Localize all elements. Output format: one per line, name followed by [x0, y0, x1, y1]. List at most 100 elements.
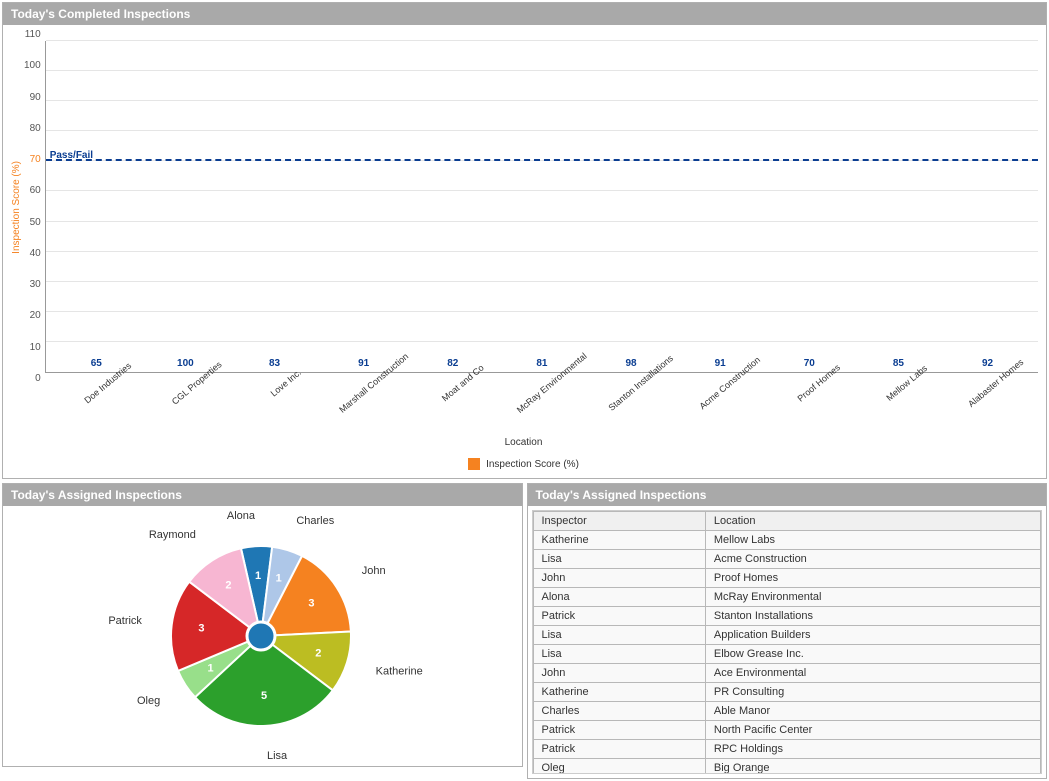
pie-slice-value: 1 [255, 570, 261, 582]
pie-slice-label: John [362, 565, 386, 577]
pie-slice-value: 1 [276, 573, 282, 585]
bar-series: 65 100 83 91 82 81 98 91 70 85 92 [46, 41, 1038, 372]
bar-plot-area: 65 100 83 91 82 81 98 91 70 85 92 Pass/Fail [45, 41, 1038, 373]
table-cell: Acme Construction [705, 550, 1040, 569]
bar-value-label: 82 [447, 358, 458, 369]
bar-value-label: 65 [91, 358, 102, 369]
assignments-table: InspectorLocation KatherineMellow LabsLi… [533, 511, 1042, 774]
gridline [46, 190, 1038, 191]
table-cell: Katherine [533, 683, 705, 702]
passfail-label: Pass/Fail [50, 150, 93, 161]
gridline [46, 40, 1038, 41]
table-row[interactable]: OlegBig Orange [533, 759, 1041, 775]
bar-value-label: 91 [358, 358, 369, 369]
panel-title: Today's Assigned Inspections [528, 484, 1047, 506]
table-row[interactable]: PatrickRPC Holdings [533, 740, 1041, 759]
pie-slice-label: Charles [297, 515, 335, 527]
y-axis-label: Inspection Score (%) [9, 161, 24, 254]
table-row[interactable]: LisaAcme Construction [533, 550, 1041, 569]
bar-value-label: 91 [715, 358, 726, 369]
table-cell: Oleg [533, 759, 705, 775]
bar-legend: Inspection Score (%) [9, 458, 1038, 470]
legend-swatch [468, 458, 480, 470]
table-row[interactable]: KatherineMellow Labs [533, 531, 1041, 550]
bar-chart: Inspection Score (%) 0102030405060708090… [9, 33, 1038, 373]
table-row[interactable]: PatrickStanton Installations [533, 607, 1041, 626]
pie-center-dot [247, 622, 275, 650]
bar-value-label: 81 [536, 358, 547, 369]
pie-slice-value: 5 [261, 690, 267, 702]
table-cell: Patrick [533, 607, 705, 626]
gridline [46, 251, 1038, 252]
bar-value-label: 85 [893, 358, 904, 369]
table-header-row: InspectorLocation [533, 512, 1041, 531]
assigned-inspections-pie-panel: Today's Assigned Inspections Alona1Charl… [2, 483, 523, 767]
pie-chart-body: Alona1Charles1John3Katherine2Lisa5Oleg1P… [3, 506, 522, 766]
table-cell: Elbow Grease Inc. [705, 645, 1040, 664]
bar-value-label: 98 [625, 358, 636, 369]
table-cell: RPC Holdings [705, 740, 1040, 759]
table-cell: Alona [533, 588, 705, 607]
table-row[interactable]: LisaElbow Grease Inc. [533, 645, 1041, 664]
table-cell: Application Builders [705, 626, 1040, 645]
gridline [46, 311, 1038, 312]
table-cell: McRay Environmental [705, 588, 1040, 607]
pie-slice-value: 1 [208, 663, 214, 675]
table-cell: Stanton Installations [705, 607, 1040, 626]
pie-slice-value: 3 [199, 623, 205, 635]
table-cell: Charles [533, 702, 705, 721]
table-cell: North Pacific Center [705, 721, 1040, 740]
table-cell: Patrick [533, 740, 705, 759]
y-axis: 0102030405060708090100110 [24, 35, 45, 379]
bar-value-label: 70 [804, 358, 815, 369]
bar-value-label: 100 [177, 358, 194, 369]
panel-title: Today's Completed Inspections [3, 3, 1046, 25]
x-axis-title: Location [9, 437, 1038, 448]
pie-slice-label: Lisa [267, 750, 288, 762]
legend-label: Inspection Score (%) [486, 459, 579, 470]
panel-title: Today's Assigned Inspections [3, 484, 522, 506]
table-scroll-region[interactable]: InspectorLocation KatherineMellow LabsLi… [532, 510, 1043, 774]
gridline [46, 221, 1038, 222]
pie-slice-label: Patrick [109, 615, 143, 627]
table-row[interactable]: PatrickNorth Pacific Center [533, 721, 1041, 740]
table-cell: Proof Homes [705, 569, 1040, 588]
table-row[interactable]: JohnProof Homes [533, 569, 1041, 588]
table-cell: John [533, 569, 705, 588]
table-column-header[interactable]: Location [705, 512, 1040, 531]
bar-value-label: 83 [269, 358, 280, 369]
completed-inspections-panel: Today's Completed Inspections Inspection… [2, 2, 1047, 479]
gridline [46, 341, 1038, 342]
table-row[interactable]: LisaApplication Builders [533, 626, 1041, 645]
pie-slice-value: 3 [309, 597, 315, 609]
bar-value-label: 92 [982, 358, 993, 369]
gridline [46, 281, 1038, 282]
gridline [46, 130, 1038, 131]
table-cell: Ace Environmental [705, 664, 1040, 683]
pie-slice-label: Oleg [137, 695, 160, 707]
table-cell: Patrick [533, 721, 705, 740]
table-cell: Lisa [533, 645, 705, 664]
table-row[interactable]: KatherinePR Consulting [533, 683, 1041, 702]
pie-slice-value: 2 [316, 648, 322, 660]
bar-chart-body: Inspection Score (%) 0102030405060708090… [3, 25, 1046, 478]
table-row[interactable]: CharlesAble Manor [533, 702, 1041, 721]
pie-slice-label: Raymond [149, 529, 196, 541]
table-row[interactable]: AlonaMcRay Environmental [533, 588, 1041, 607]
gridline [46, 100, 1038, 101]
table-column-header[interactable]: Inspector [533, 512, 705, 531]
table-row[interactable]: JohnAce Environmental [533, 664, 1041, 683]
table-cell: PR Consulting [705, 683, 1040, 702]
table-cell: Big Orange [705, 759, 1040, 775]
table-cell: Katherine [533, 531, 705, 550]
table-cell: Able Manor [705, 702, 1040, 721]
assigned-inspections-table-panel: Today's Assigned Inspections InspectorLo… [527, 483, 1048, 779]
pie-slice-value: 2 [226, 580, 232, 592]
table-cell: John [533, 664, 705, 683]
passfail-reference-line: Pass/Fail [46, 159, 1038, 161]
pie-slice-label: Katherine [376, 665, 423, 677]
x-axis-labels: Doe IndustriesCGL PropertiesLove Inc.Mar… [49, 373, 1038, 391]
table-cell: Lisa [533, 626, 705, 645]
table-cell: Mellow Labs [705, 531, 1040, 550]
table-cell: Lisa [533, 550, 705, 569]
